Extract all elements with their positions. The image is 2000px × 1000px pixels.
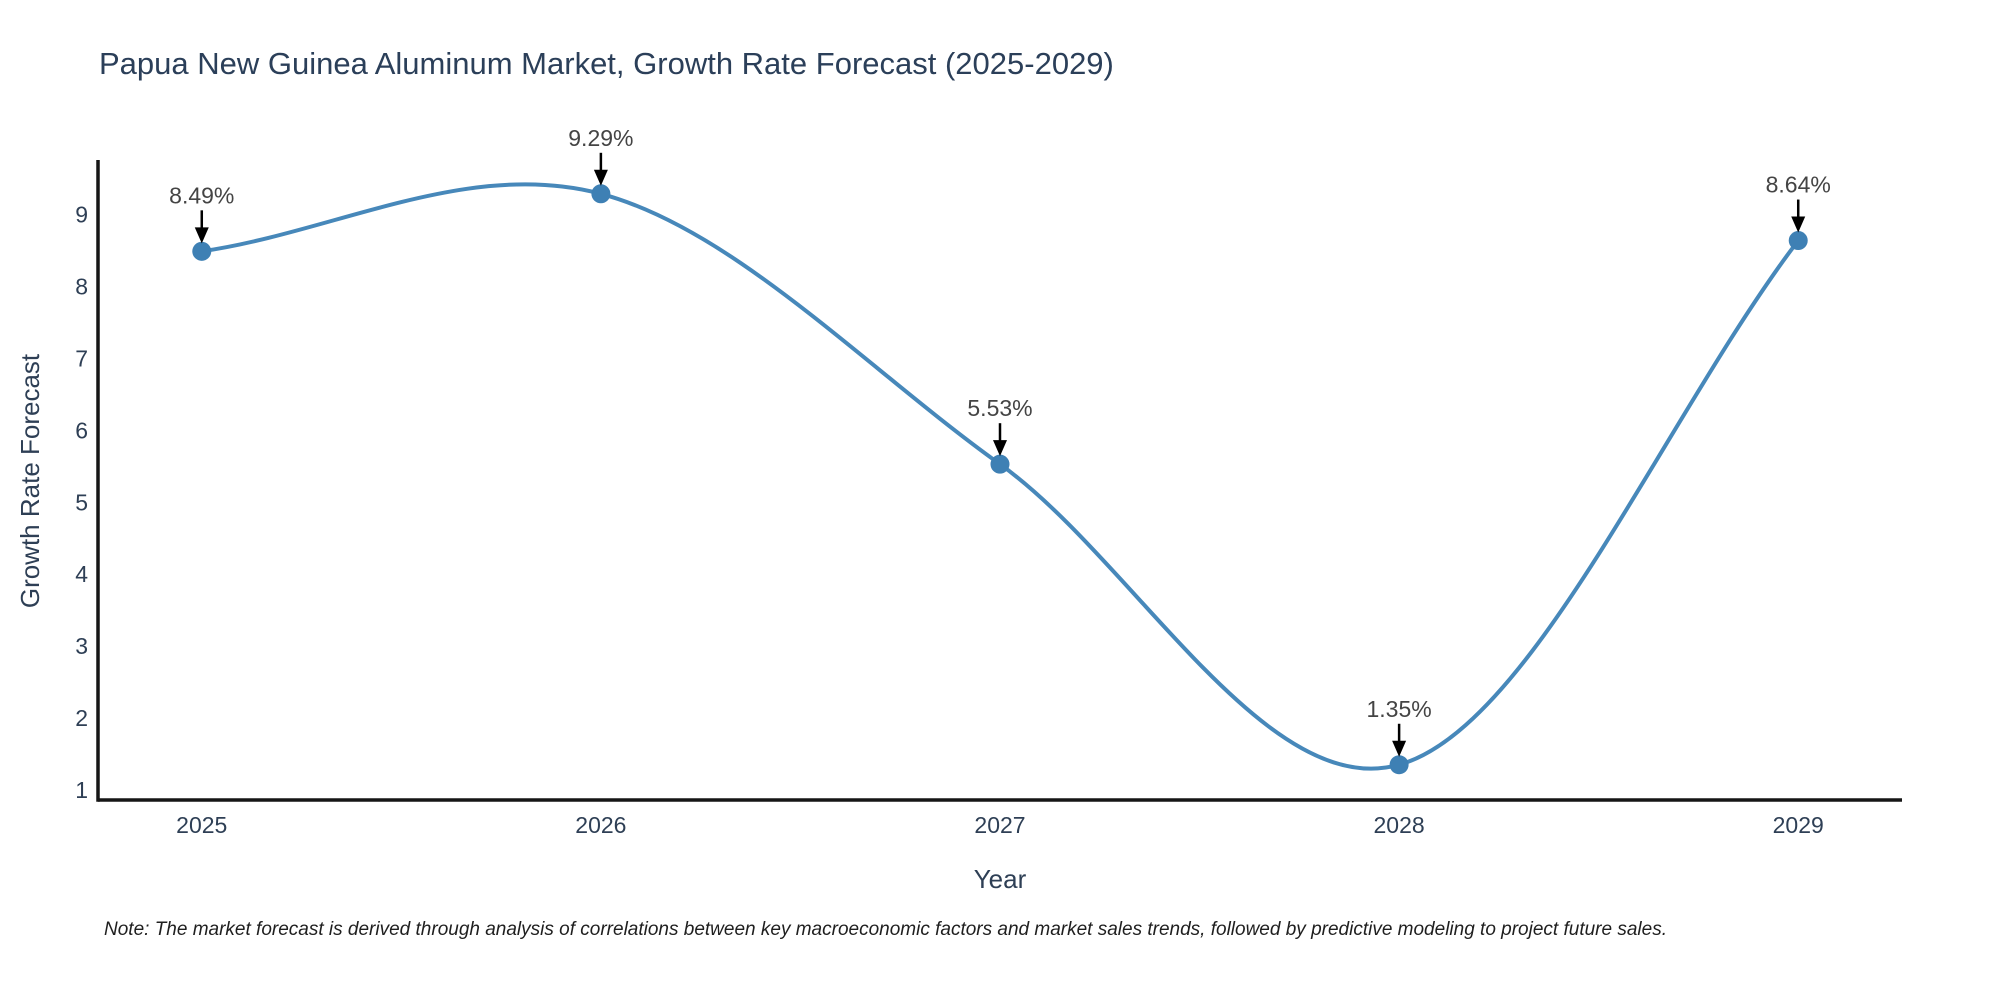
chart-title: Papua New Guinea Aluminum Market, Growth… [99, 46, 1114, 81]
y-tick-label: 8 [75, 274, 88, 300]
x-tick-label: 2028 [1374, 812, 1425, 838]
point-value-label: 5.53% [967, 395, 1032, 421]
point-value-label: 1.35% [1367, 696, 1432, 722]
y-tick-label: 3 [75, 633, 88, 659]
y-axis-title: Growth Rate Forecast [15, 353, 45, 609]
annotation-arrowhead-icon [1791, 216, 1806, 233]
data-point-2026[interactable] [591, 184, 611, 204]
x-axis-title: Year [973, 864, 1027, 894]
x-tick-label: 2025 [176, 812, 227, 838]
y-tick-label: 4 [75, 561, 88, 587]
data-point-2028[interactable] [1389, 755, 1409, 775]
y-tick-label: 9 [75, 202, 88, 228]
point-value-label: 8.64% [1766, 172, 1831, 198]
y-tick-label: 2 [75, 705, 88, 731]
point-value-label: 9.29% [568, 125, 633, 151]
data-point-2025[interactable] [192, 241, 212, 261]
x-tick-label: 2026 [575, 812, 626, 838]
data-point-2027[interactable] [990, 454, 1010, 474]
y-tick-label: 5 [75, 489, 88, 515]
y-tick-label: 6 [75, 417, 88, 443]
annotation-arrowhead-icon [993, 440, 1007, 457]
data-point-2029[interactable] [1788, 231, 1808, 251]
point-value-label: 8.49% [169, 182, 234, 208]
x-tick-label: 2029 [1773, 812, 1824, 838]
annotation-arrowhead-icon [1392, 740, 1407, 757]
x-tick-label: 2027 [974, 812, 1025, 838]
annotation-arrowhead-icon [194, 227, 209, 244]
annotation-arrowhead-icon [593, 169, 608, 186]
y-tick-label: 1 [75, 777, 88, 803]
trend-line [199, 182, 1801, 771]
y-tick-label: 7 [75, 345, 88, 371]
footnote: Note: The market forecast is derived thr… [104, 919, 1667, 940]
